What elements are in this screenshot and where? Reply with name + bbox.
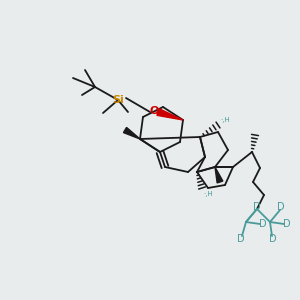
- Text: Si: Si: [112, 95, 124, 105]
- Text: D: D: [259, 219, 267, 229]
- Text: ·,H: ·,H: [203, 191, 213, 197]
- Polygon shape: [215, 167, 223, 183]
- Text: ·,H: ·,H: [220, 117, 230, 123]
- Text: D: D: [277, 202, 285, 212]
- Text: O: O: [149, 106, 159, 116]
- Polygon shape: [124, 128, 140, 139]
- Text: D: D: [253, 202, 261, 212]
- Text: D: D: [283, 219, 291, 229]
- Polygon shape: [157, 109, 183, 120]
- Text: D: D: [269, 234, 277, 244]
- Text: D: D: [237, 234, 245, 244]
